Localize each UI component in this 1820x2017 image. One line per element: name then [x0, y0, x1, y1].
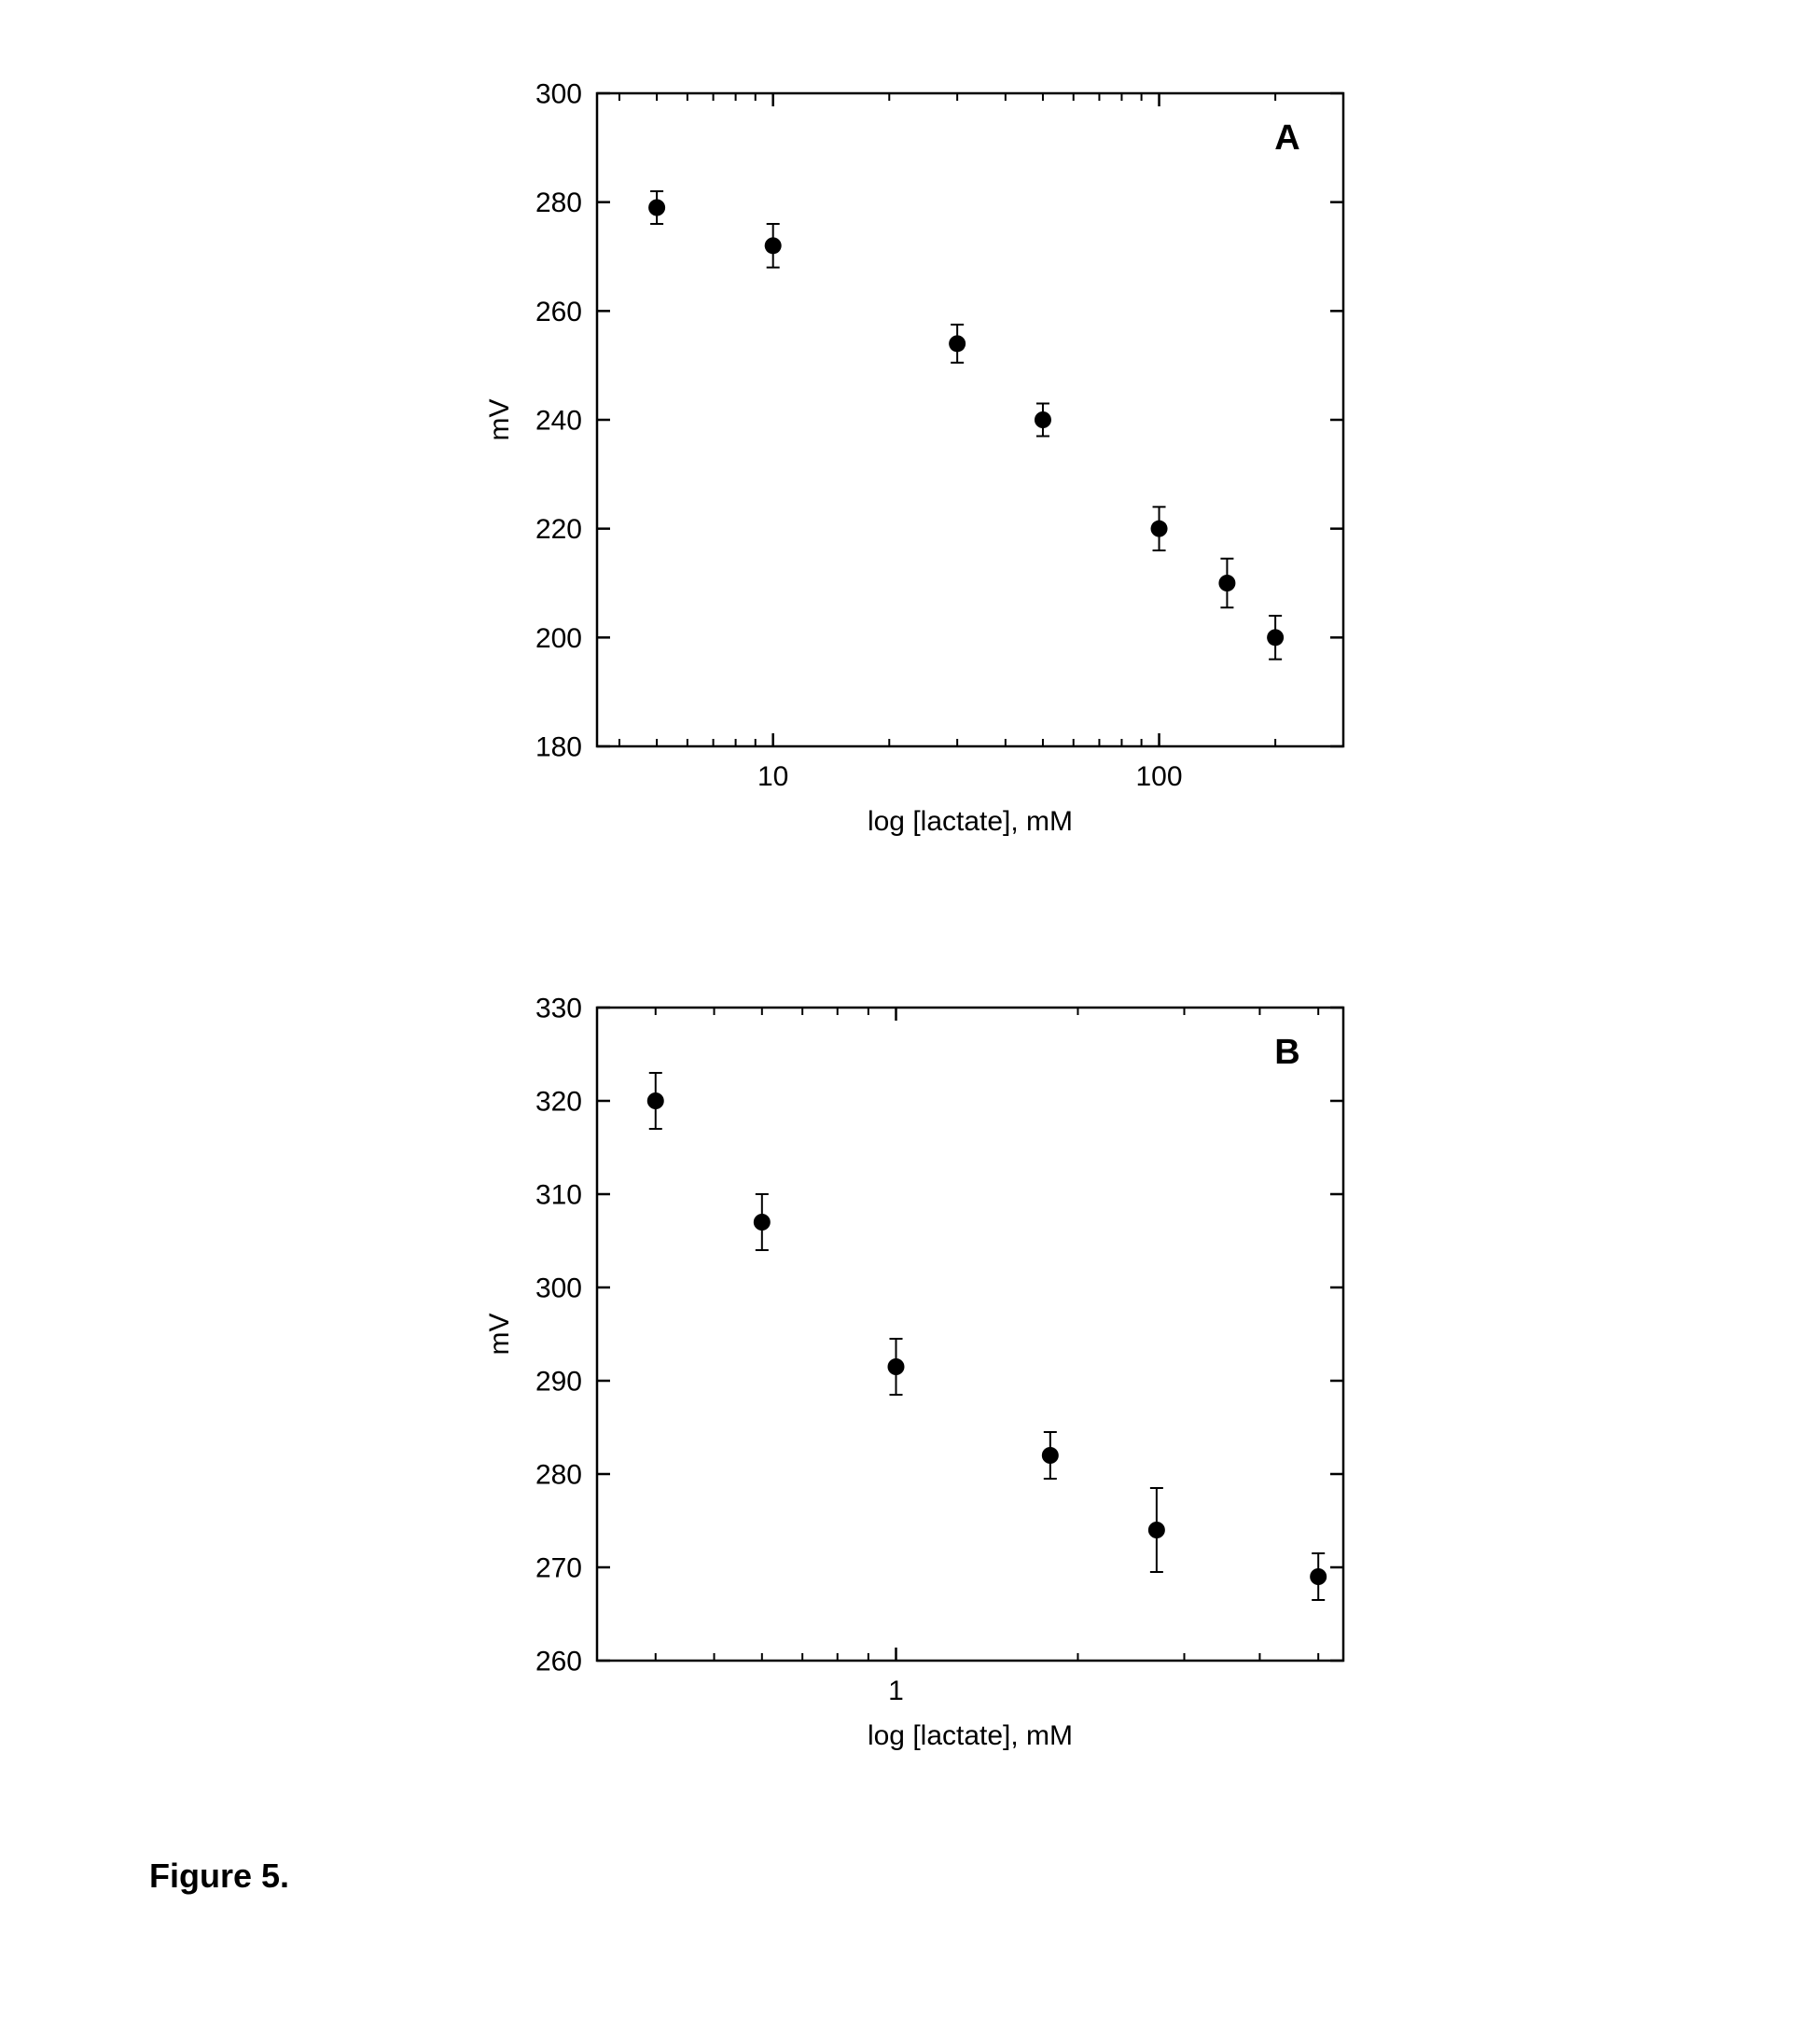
chart-b-svg: 260 270 280 290 300 310 320 330 1 log [lactate], … [448, 970, 1381, 1791]
x-axis-label: log [lactate], mM [868, 806, 1073, 837]
figure-caption: Figure 5. [149, 1857, 289, 1896]
page: 180 200 220 240 260 280 300 10 100 log [lactate],… [0, 0, 1820, 2017]
ytick-label: 240 [535, 406, 582, 437]
xtick-label: 100 [1136, 761, 1183, 792]
chart-a-svg: 180 200 220 240 260 280 300 10 100 log [lactate],… [448, 56, 1381, 877]
y-axis-label: mV [484, 1314, 515, 1356]
ytick-label: 270 [535, 1553, 582, 1584]
ytick-label: 300 [535, 79, 582, 110]
ytick-label: 280 [535, 1460, 582, 1491]
data-point [1218, 575, 1235, 591]
data-point [765, 237, 782, 254]
data-point [1148, 1522, 1165, 1538]
data-point [1042, 1447, 1059, 1464]
chart-panel-b: 260 270 280 290 300 310 320 330 1 log [lactate], … [448, 970, 1381, 1791]
panel-label: A [1274, 118, 1299, 158]
ytick-label: 330 [535, 994, 582, 1024]
ytick-label: 180 [535, 732, 582, 763]
xtick-label: 1 [888, 1676, 904, 1706]
ytick-label: 280 [535, 188, 582, 218]
panel-label: B [1274, 1033, 1299, 1072]
ytick-label: 290 [535, 1367, 582, 1398]
ytick-label: 320 [535, 1087, 582, 1118]
ytick-label: 260 [535, 1647, 582, 1677]
y-axis-label: mV [484, 399, 515, 441]
data-point [1267, 629, 1284, 646]
ytick-label: 220 [535, 514, 582, 545]
data-point [1151, 521, 1168, 537]
data-point [647, 1092, 664, 1109]
ytick-label: 300 [535, 1273, 582, 1304]
x-axis-label: log [lactate], mM [868, 1720, 1073, 1751]
data-point [648, 200, 665, 216]
ytick-label: 310 [535, 1180, 582, 1211]
data-point [1035, 411, 1051, 428]
ytick-label: 260 [535, 297, 582, 327]
data-point [949, 335, 966, 352]
data-point [1310, 1568, 1327, 1585]
xtick-label: 10 [757, 761, 788, 792]
chart-panel-a: 180 200 220 240 260 280 300 10 100 log [lactate],… [448, 56, 1381, 877]
data-point [887, 1358, 904, 1375]
data-point [754, 1214, 771, 1231]
ytick-label: 200 [535, 623, 582, 654]
